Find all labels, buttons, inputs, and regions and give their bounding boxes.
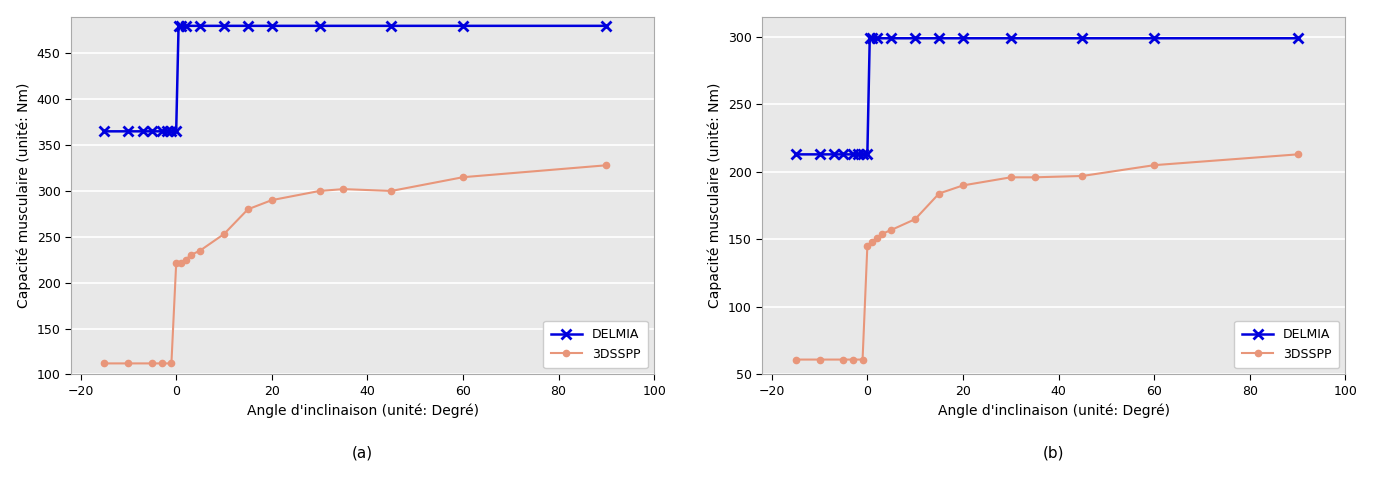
3DSSPP [264, 197, 280, 203]
DELMIA [264, 23, 280, 29]
DELMIA [930, 36, 947, 41]
3DSSPP [930, 191, 947, 196]
3DSSPP [312, 188, 328, 194]
3DSSPP [144, 360, 161, 366]
3DSSPP [859, 243, 875, 249]
3DSSPP [874, 231, 890, 237]
3DSSPP [845, 357, 861, 362]
Line: 3DSSPP: 3DSSPP [102, 162, 610, 367]
DELMIA [859, 152, 875, 157]
DELMIA [955, 36, 971, 41]
DELMIA [907, 36, 923, 41]
3DSSPP [96, 360, 113, 366]
3DSSPP [177, 257, 194, 263]
3DSSPP [1289, 152, 1305, 157]
3DSSPP [787, 357, 804, 362]
DELMIA [598, 23, 614, 29]
3DSSPP [168, 261, 184, 266]
X-axis label: Angle d'inclinaison (unité: Degré): Angle d'inclinaison (unité: Degré) [938, 403, 1169, 418]
DELMIA [158, 129, 174, 134]
DELMIA [239, 23, 256, 29]
DELMIA [1074, 36, 1091, 41]
3DSSPP [455, 174, 471, 180]
DELMIA [144, 129, 161, 134]
DELMIA [173, 23, 190, 29]
DELMIA [177, 23, 194, 29]
DELMIA [835, 152, 852, 157]
X-axis label: Angle d'inclinaison (unité: Degré): Angle d'inclinaison (unité: Degré) [246, 403, 478, 418]
Line: DELMIA: DELMIA [100, 21, 611, 136]
3DSSPP [1074, 173, 1091, 179]
DELMIA [787, 152, 804, 157]
3DSSPP [383, 188, 400, 194]
Y-axis label: Capacité musculaire (unité: Nm): Capacité musculaire (unité: Nm) [16, 83, 32, 308]
Line: 3DSSPP: 3DSSPP [793, 151, 1301, 363]
3DSSPP [1003, 174, 1020, 180]
DELMIA [216, 23, 232, 29]
Legend: DELMIA, 3DSSPP: DELMIA, 3DSSPP [543, 321, 649, 368]
DELMIA [1003, 36, 1020, 41]
DELMIA [861, 36, 878, 41]
3DSSPP [1026, 174, 1043, 180]
3DSSPP [173, 261, 190, 266]
DELMIA [864, 36, 881, 41]
DELMIA [811, 152, 827, 157]
DELMIA [192, 23, 209, 29]
DELMIA [168, 129, 184, 134]
3DSSPP [598, 162, 614, 168]
3DSSPP [120, 360, 136, 366]
DELMIA [164, 129, 180, 134]
3DSSPP [955, 182, 971, 188]
DELMIA [883, 36, 900, 41]
3DSSPP [811, 357, 827, 362]
DELMIA [154, 129, 170, 134]
3DSSPP [216, 231, 232, 237]
DELMIA [845, 152, 861, 157]
DELMIA [135, 129, 151, 134]
Text: (a): (a) [352, 446, 374, 461]
DELMIA [455, 23, 471, 29]
3DSSPP [239, 206, 256, 212]
3DSSPP [907, 216, 923, 222]
DELMIA [826, 152, 842, 157]
Text: (b): (b) [1043, 446, 1065, 461]
3DSSPP [883, 227, 900, 233]
DELMIA [96, 129, 113, 134]
Y-axis label: Capacité musculaire (unité: Nm): Capacité musculaire (unité: Nm) [708, 83, 723, 308]
DELMIA [849, 152, 866, 157]
3DSSPP [868, 235, 885, 241]
DELMIA [855, 152, 871, 157]
3DSSPP [835, 357, 852, 362]
3DSSPP [154, 360, 170, 366]
3DSSPP [164, 360, 180, 366]
Line: DELMIA: DELMIA [791, 34, 1303, 159]
DELMIA [1289, 36, 1305, 41]
DELMIA [383, 23, 400, 29]
DELMIA [120, 129, 136, 134]
3DSSPP [1146, 162, 1162, 168]
DELMIA [1146, 36, 1162, 41]
3DSSPP [192, 248, 209, 253]
DELMIA [312, 23, 328, 29]
3DSSPP [183, 252, 199, 258]
3DSSPP [864, 239, 881, 245]
DELMIA [868, 36, 885, 41]
3DSSPP [855, 357, 871, 362]
3DSSPP [335, 186, 352, 192]
Legend: DELMIA, 3DSSPP: DELMIA, 3DSSPP [1234, 321, 1340, 368]
DELMIA [170, 23, 187, 29]
